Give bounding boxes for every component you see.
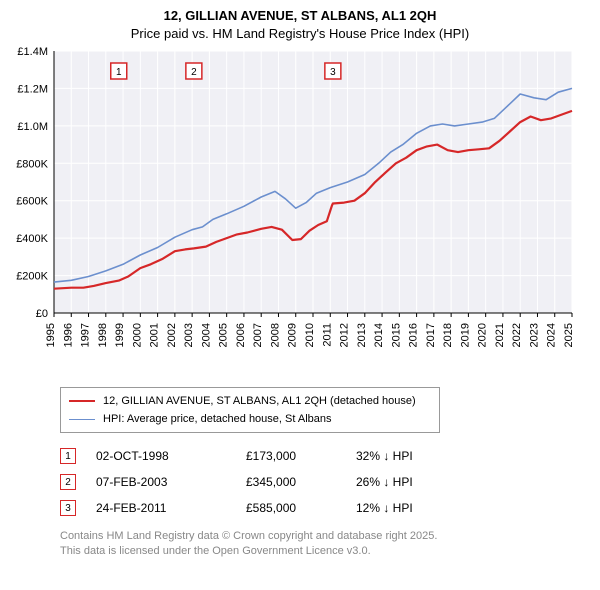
svg-text:2001: 2001 xyxy=(149,323,161,347)
sale-marker-icon: 2 xyxy=(60,474,76,490)
svg-text:£600K: £600K xyxy=(16,196,48,208)
svg-text:£400K: £400K xyxy=(16,233,48,245)
svg-text:2005: 2005 xyxy=(218,323,230,347)
svg-text:2004: 2004 xyxy=(200,323,212,347)
sale-marker-icon: 3 xyxy=(60,500,76,516)
svg-text:2017: 2017 xyxy=(425,323,437,347)
svg-text:2019: 2019 xyxy=(459,323,471,347)
event-date: 24-FEB-2011 xyxy=(96,501,246,515)
sale-marker-icon: 1 xyxy=(60,448,76,464)
event-date: 07-FEB-2003 xyxy=(96,475,246,489)
legend-label: HPI: Average price, detached house, St A… xyxy=(103,413,332,425)
svg-text:1995: 1995 xyxy=(45,323,57,347)
page-subtitle: Price paid vs. HM Land Registry's House … xyxy=(0,23,600,47)
table-row: 2 07-FEB-2003 £345,000 26% ↓ HPI xyxy=(60,469,500,495)
legend-swatch xyxy=(69,400,95,402)
svg-text:2024: 2024 xyxy=(546,323,558,347)
legend-label: 12, GILLIAN AVENUE, ST ALBANS, AL1 2QH (… xyxy=(103,395,416,407)
table-row: 3 24-FEB-2011 £585,000 12% ↓ HPI xyxy=(60,495,500,521)
svg-text:2025: 2025 xyxy=(563,323,574,347)
svg-text:2006: 2006 xyxy=(235,323,247,347)
data-credit: Contains HM Land Registry data © Crown c… xyxy=(60,529,560,559)
event-price: £345,000 xyxy=(246,475,356,489)
svg-text:£0: £0 xyxy=(36,308,48,320)
table-row: 1 02-OCT-1998 £173,000 32% ↓ HPI xyxy=(60,443,500,469)
event-diff: 26% ↓ HPI xyxy=(356,475,476,489)
svg-text:2009: 2009 xyxy=(287,323,299,347)
svg-text:£1.2M: £1.2M xyxy=(17,83,48,95)
page-title: 12, GILLIAN AVENUE, ST ALBANS, AL1 2QH xyxy=(0,0,600,23)
svg-text:2: 2 xyxy=(191,67,197,78)
svg-text:2013: 2013 xyxy=(356,323,368,347)
sale-events-table: 1 02-OCT-1998 £173,000 32% ↓ HPI 2 07-FE… xyxy=(60,443,500,521)
svg-text:£1.0M: £1.0M xyxy=(17,121,48,133)
price-chart: £0 £200K £400K £600K £800K £1.0M £1.2M £1.4M 199… xyxy=(4,47,574,377)
svg-text:2012: 2012 xyxy=(339,323,351,347)
svg-text:2003: 2003 xyxy=(183,323,195,347)
legend-item: 12, GILLIAN AVENUE, ST ALBANS, AL1 2QH (… xyxy=(69,392,431,410)
svg-text:2020: 2020 xyxy=(477,323,489,347)
svg-text:2010: 2010 xyxy=(304,323,316,347)
svg-text:£1.4M: £1.4M xyxy=(17,47,48,58)
svg-text:3: 3 xyxy=(330,67,336,78)
legend-item: HPI: Average price, detached house, St A… xyxy=(69,410,431,428)
svg-text:2000: 2000 xyxy=(131,323,143,347)
svg-text:2015: 2015 xyxy=(390,323,402,347)
event-date: 02-OCT-1998 xyxy=(96,449,246,463)
credit-line: Contains HM Land Registry data © Crown c… xyxy=(60,530,437,542)
svg-text:2002: 2002 xyxy=(166,323,178,347)
event-price: £173,000 xyxy=(246,449,356,463)
svg-text:2008: 2008 xyxy=(269,323,281,347)
svg-text:2018: 2018 xyxy=(442,323,454,347)
svg-text:2011: 2011 xyxy=(321,323,333,347)
svg-text:2014: 2014 xyxy=(373,323,385,347)
svg-text:1997: 1997 xyxy=(80,323,92,347)
svg-text:2007: 2007 xyxy=(252,323,264,347)
svg-text:2021: 2021 xyxy=(494,323,506,347)
svg-text:£200K: £200K xyxy=(16,271,48,283)
svg-text:1999: 1999 xyxy=(114,323,126,347)
legend: 12, GILLIAN AVENUE, ST ALBANS, AL1 2QH (… xyxy=(60,387,440,433)
svg-text:2023: 2023 xyxy=(528,323,540,347)
svg-text:£800K: £800K xyxy=(16,158,48,170)
svg-text:1996: 1996 xyxy=(62,323,74,347)
event-price: £585,000 xyxy=(246,501,356,515)
credit-line: This data is licensed under the Open Gov… xyxy=(60,545,371,557)
event-diff: 32% ↓ HPI xyxy=(356,449,476,463)
svg-text:1998: 1998 xyxy=(97,323,109,347)
svg-text:1: 1 xyxy=(116,67,122,78)
event-diff: 12% ↓ HPI xyxy=(356,501,476,515)
svg-text:2022: 2022 xyxy=(511,323,523,347)
svg-text:2016: 2016 xyxy=(408,323,420,347)
legend-swatch xyxy=(69,419,95,420)
